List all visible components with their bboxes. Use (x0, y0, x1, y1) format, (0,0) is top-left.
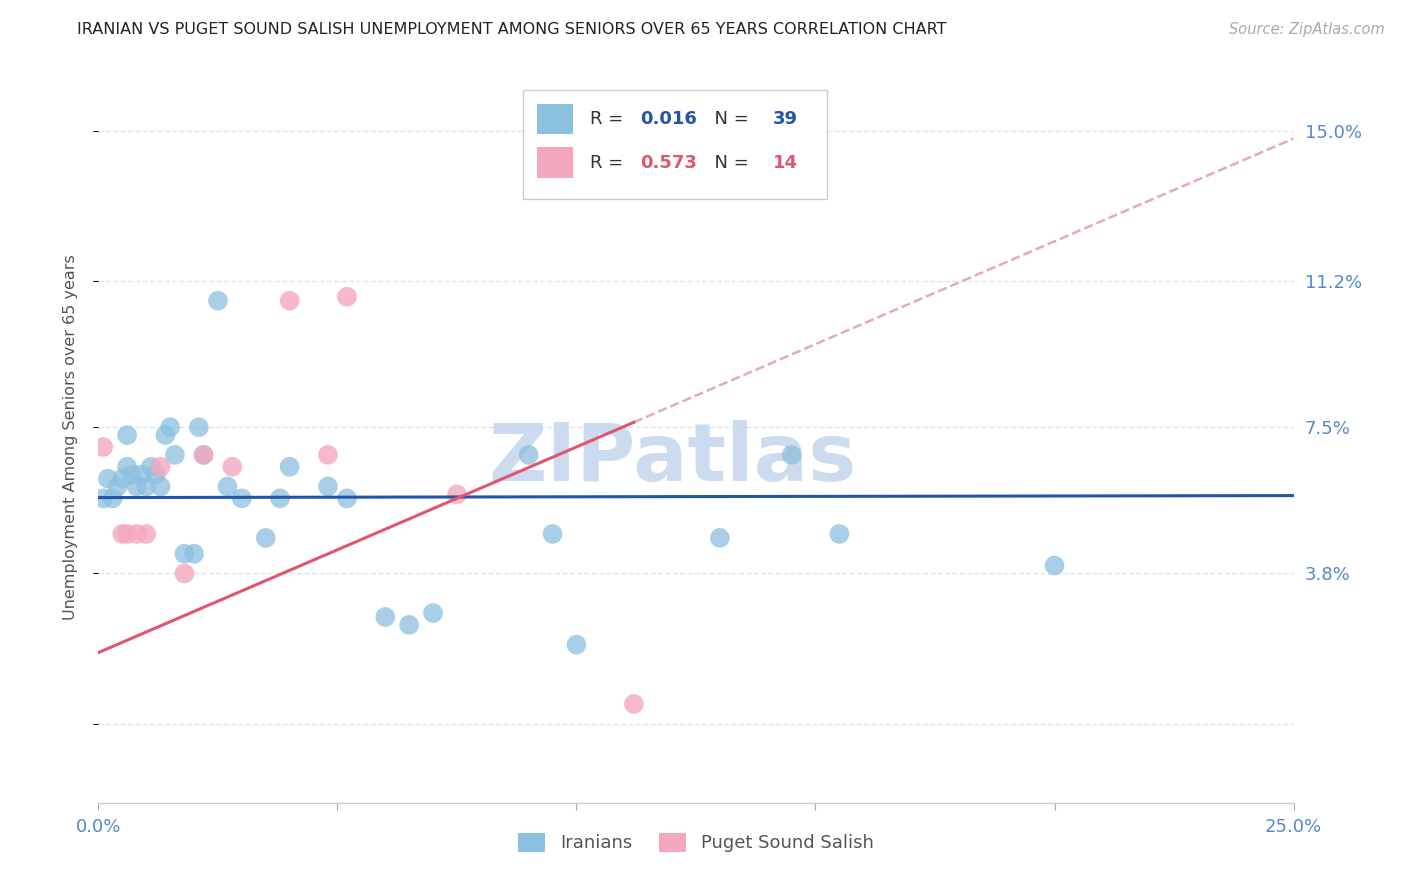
Point (173, 547, 195, 561)
Point (159, 420, 181, 434)
Point (446, 487, 468, 501)
Point (374, 610, 396, 624)
Point (193, 448, 215, 462)
Point (398, 618, 420, 632)
Text: 0.016: 0.016 (640, 110, 697, 128)
Point (91, 440, 114, 454)
Point (221, 459, 243, 474)
Bar (537, 147, 572, 178)
Text: N =: N = (703, 153, 755, 172)
Point (131, 467, 153, 482)
Point (111, 527, 134, 541)
Point (115, 428, 138, 442)
Text: 0.573: 0.573 (640, 153, 697, 172)
Point (278, 293, 301, 308)
Text: Source: ZipAtlas.com: Source: ZipAtlas.com (1229, 22, 1385, 37)
Point (780, 448, 803, 462)
Point (422, 606, 444, 620)
Point (828, 527, 851, 541)
Point (125, 527, 148, 541)
Point (115, 459, 138, 474)
Point (623, 697, 645, 711)
Point (193, 448, 215, 462)
Point (187, 420, 209, 434)
Text: R =: R = (589, 153, 628, 172)
Point (107, 479, 129, 493)
Point (155, 428, 177, 442)
Point (709, 531, 731, 545)
Point (1043, 558, 1066, 573)
Point (149, 459, 172, 474)
Point (135, 527, 157, 541)
Legend: Iranians, Puget Sound Salish: Iranians, Puget Sound Salish (512, 826, 880, 860)
Point (217, 479, 239, 493)
Point (145, 467, 167, 482)
Point (336, 290, 359, 304)
Point (173, 566, 195, 581)
Text: R =: R = (589, 110, 628, 128)
Y-axis label: Unemployment Among Seniors over 65 years: Unemployment Among Seniors over 65 years (63, 254, 77, 620)
Point (336, 491, 359, 506)
Point (125, 479, 148, 493)
FancyBboxPatch shape (523, 90, 827, 200)
Text: N =: N = (703, 110, 755, 128)
Bar (537, 103, 572, 135)
Point (565, 638, 588, 652)
Point (115, 527, 138, 541)
Point (541, 527, 564, 541)
Point (111, 472, 134, 486)
Text: ZIPatlas: ZIPatlas (488, 420, 856, 498)
Point (231, 491, 253, 506)
Point (121, 467, 143, 482)
Point (207, 293, 229, 308)
Text: 39: 39 (772, 110, 797, 128)
Point (254, 531, 277, 545)
Point (183, 547, 205, 561)
Point (269, 491, 291, 506)
Text: IRANIAN VS PUGET SOUND SALISH UNEMPLOYMENT AMONG SENIORS OVER 65 YEARS CORRELATI: IRANIAN VS PUGET SOUND SALISH UNEMPLOYME… (77, 22, 946, 37)
Point (278, 459, 301, 474)
Point (135, 479, 157, 493)
Point (91, 491, 114, 506)
Point (149, 479, 172, 493)
Text: 14: 14 (772, 153, 797, 172)
Point (97, 472, 120, 486)
Point (316, 479, 339, 493)
Point (316, 448, 339, 462)
Point (139, 459, 162, 474)
Point (101, 491, 124, 506)
Point (517, 448, 540, 462)
Point (163, 448, 186, 462)
